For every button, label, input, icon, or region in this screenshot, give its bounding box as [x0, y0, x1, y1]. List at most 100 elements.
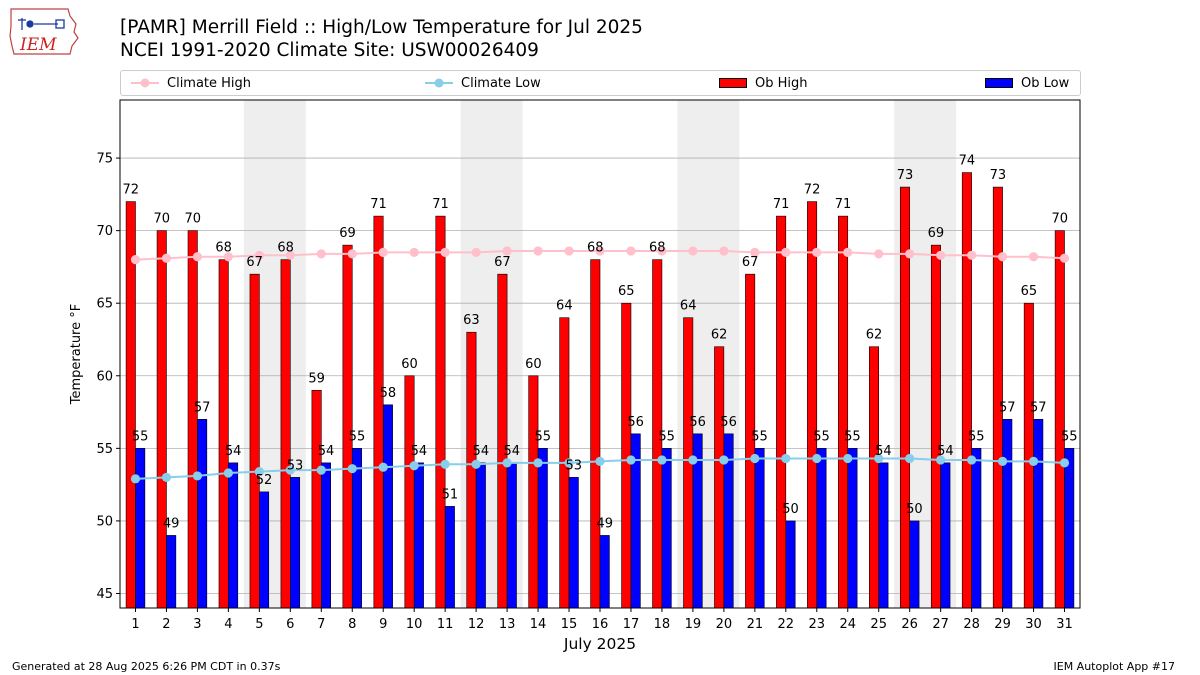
ob-high-label: 64 [680, 299, 697, 314]
ob-high-label: 65 [618, 284, 635, 299]
plot-frame [119, 99, 1081, 609]
ob-low-label: 54 [318, 444, 335, 459]
ob-high-bar [528, 375, 539, 609]
ob-high-label: 60 [525, 357, 542, 372]
ob-high-bar [869, 346, 880, 609]
ob-low-label: 55 [132, 429, 149, 444]
climate-low-point [812, 453, 822, 464]
ob-high-bar [961, 172, 972, 609]
climate-high-point [843, 247, 853, 257]
climate-low-point [874, 453, 884, 464]
chart-title: [PAMR] Merrill Field :: High/Low Tempera… [120, 17, 643, 38]
x-tick-label: 27 [932, 617, 949, 632]
climate-high-point [409, 247, 419, 257]
climate-low-point [223, 468, 233, 478]
legend-swatch-icon [985, 78, 1013, 88]
ob-high-label: 60 [401, 357, 418, 372]
ob-low-label: 55 [658, 429, 675, 444]
climate-high-point [316, 249, 326, 259]
legend-label-climate-low: Climate Low [461, 75, 541, 91]
ob-low-label: 55 [349, 429, 366, 444]
y-tick-label: 65 [96, 297, 113, 312]
climate-high-point [285, 250, 295, 260]
ob-low-label: 55 [844, 429, 861, 444]
ob-high-bar [590, 259, 601, 609]
climate-high-point [967, 250, 977, 260]
ob-low-label: 50 [906, 502, 923, 517]
ob-high-bar [1023, 302, 1034, 609]
ob-low-bar [228, 462, 239, 609]
climate-high-point [347, 249, 357, 259]
x-tick-label: 10 [406, 617, 423, 632]
ob-low-label: 56 [689, 415, 706, 430]
climate-low-point [1028, 456, 1039, 467]
ob-low-label: 54 [937, 444, 954, 459]
ob-low-bar [785, 520, 796, 609]
climate-high-point [626, 246, 636, 256]
iem-logo: IEM [8, 6, 80, 58]
ob-low-bar [259, 491, 270, 609]
y-tick-label: 55 [96, 442, 113, 457]
climate-high-point [997, 252, 1008, 262]
climate-low-point [936, 455, 946, 465]
climate-low-point [409, 461, 419, 471]
logo-text: IEM [19, 35, 57, 55]
ob-low-bar [1064, 448, 1075, 609]
ob-low-label: 52 [256, 473, 273, 488]
climate-low-point [997, 456, 1008, 467]
ob-low-bar [909, 520, 920, 609]
ob-high-label: 74 [959, 154, 976, 169]
ob-low-bar [568, 477, 579, 609]
ob-high-label: 71 [370, 197, 387, 212]
ob-high-bar [218, 259, 229, 609]
climate-low-point [316, 465, 326, 475]
x-tick-label: 30 [1025, 617, 1042, 632]
ob-low-label: 54 [875, 444, 892, 459]
ob-low-bar [1033, 419, 1044, 609]
legend-label-climate-high: Climate High [167, 75, 252, 91]
x-tick-label: 15 [561, 617, 578, 632]
ob-high-label: 62 [866, 328, 883, 343]
y-axis-label: Temperature °F [69, 304, 84, 405]
climate-high-point [905, 249, 915, 259]
ob-high-bar [930, 244, 941, 609]
climate-high-point [192, 252, 203, 262]
ob-high-label: 68 [587, 241, 604, 256]
ob-high-bar [311, 389, 322, 609]
climate-low-point [905, 453, 915, 464]
climate-low-point [502, 458, 512, 468]
ob-low-label: 53 [565, 458, 582, 473]
climate-high-point [688, 246, 698, 256]
x-tick-label: 13 [499, 617, 516, 632]
ob-high-label: 62 [711, 328, 728, 343]
ob-high-label: 70 [1052, 212, 1069, 227]
climate-low-point [595, 456, 605, 467]
climate-low-point [564, 458, 574, 468]
ob-low-bar [135, 448, 146, 609]
x-axis-label: July 2025 [563, 635, 636, 653]
climate-low-point [285, 465, 295, 475]
ob-low-bar [413, 462, 424, 609]
ob-low-label: 54 [473, 444, 490, 459]
ob-high-bar [466, 331, 477, 609]
ob-high-bar [776, 215, 787, 609]
ob-high-bar [1054, 230, 1065, 609]
ob-low-label: 57 [999, 400, 1016, 415]
ob-low-bar [475, 462, 486, 609]
x-tick-label: 26 [901, 617, 918, 632]
climate-low-point [471, 459, 481, 469]
legend-line-marker-icon [425, 78, 453, 88]
x-tick-label: 24 [839, 617, 856, 632]
x-tick-label: 1 [131, 617, 139, 632]
ob-high-bar [497, 273, 508, 609]
climate-high-point [812, 247, 822, 257]
y-tick-label: 45 [96, 587, 113, 602]
climate-high-point [874, 249, 884, 259]
ob-low-bar [197, 419, 208, 609]
ob-low-label: 55 [751, 429, 768, 444]
x-tick-label: 16 [592, 617, 609, 632]
x-tick-label: 20 [716, 617, 733, 632]
climate-high-point [1059, 253, 1070, 263]
climate-low-point [254, 466, 264, 477]
